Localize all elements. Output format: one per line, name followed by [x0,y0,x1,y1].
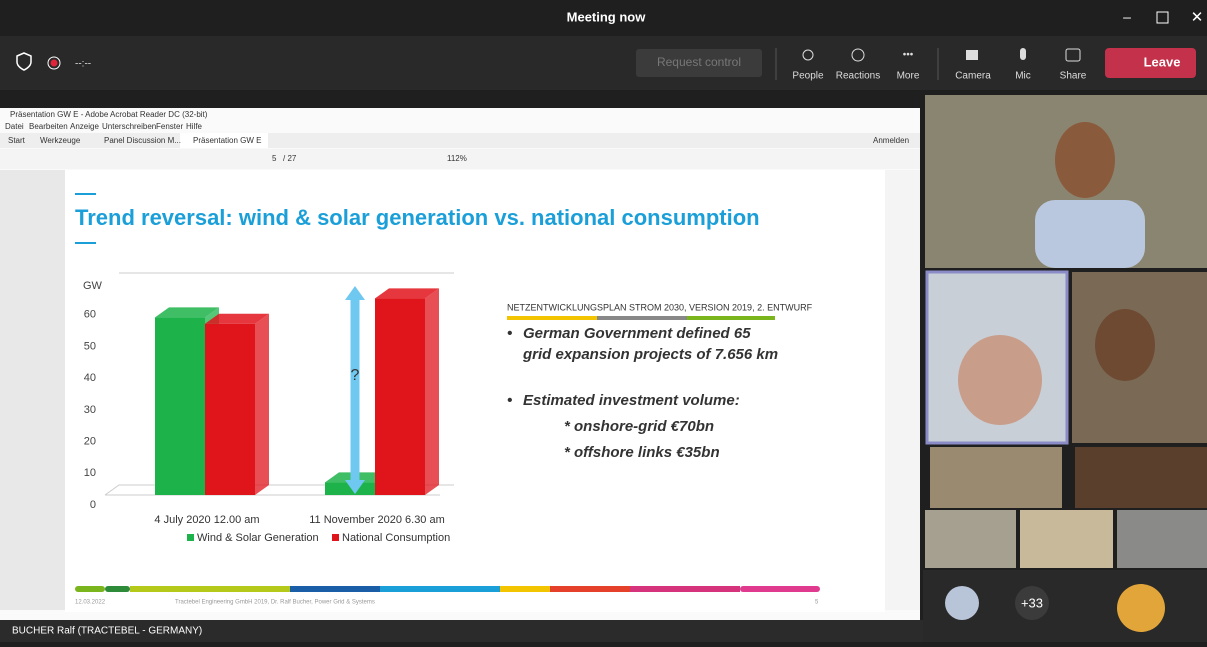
record-dot [51,60,58,67]
minimize[interactable]: – [1123,9,1131,25]
toolbar [0,36,1207,90]
bar-side [255,314,269,495]
video-tile [1020,510,1113,568]
page-number[interactable]: 5 [272,154,277,163]
stripe [507,316,597,320]
video-grid: +33 [923,95,1207,642]
footer-credit: Tractebel Engineering GmbH 2019, Dr. Ral… [175,600,375,606]
y-tick-label: 0 [90,499,96,511]
page: Meeting now – ✕ --:-- Request control Pe… [0,0,1207,642]
legend-label: National Consumption [342,532,450,544]
participant-face [1095,309,1155,381]
video-tile [925,510,1016,568]
camera-button[interactable]: Camera [955,71,991,82]
bar [155,317,205,495]
menu-item[interactable]: Unterschreiben [102,122,156,131]
legend-swatch [187,534,194,541]
mic-icon [1020,48,1026,60]
participant-face [1055,122,1115,198]
legend-swatch [332,534,339,541]
y-tick-label: 40 [84,372,96,384]
more-icon: ••• [903,50,914,61]
footer-stripe [75,586,820,592]
presenter-name: BUCHER Ralf (TRACTEBEL - GERMANY) [12,626,202,637]
tab[interactable]: Start [8,136,26,145]
avatar[interactable] [945,586,979,620]
bar [205,324,255,495]
tab[interactable]: Panel Discussion M... [104,136,181,145]
share-button[interactable]: Share [1060,71,1087,82]
more-participants: +33 [1021,595,1043,610]
leave-label: Leave [1144,54,1181,69]
sub-bullet: * onshore-grid €70bn [564,418,714,435]
menu-item[interactable]: Anzeige [70,122,99,131]
tab[interactable]: Werkzeuge [40,136,81,145]
source: NETZENTWICKLUNGSPLAN STROM 2030, VERSION… [507,302,813,312]
camera-icon [966,50,978,60]
y-tick-label: 20 [84,435,96,447]
request-control-label: Request control [657,55,741,69]
menu-item[interactable]: Fenster [156,122,183,131]
mic-button[interactable]: Mic [1015,71,1031,82]
y-tick-label: 50 [84,340,96,352]
legend-label: Wind & Solar Generation [197,532,319,544]
menu-bar: Datei Bearbeiten Anzeige Unterschreiben … [5,122,203,131]
right-tool-pane [885,170,920,610]
x-tick-label: 4 July 2020 12.00 am [154,514,259,526]
bullet: • [507,325,512,342]
stripe [597,316,687,320]
participant-face [958,335,1042,425]
reactions-button[interactable]: Reactions [836,71,880,82]
y-tick-label: 60 [84,309,96,321]
bullet-text: German Government defined 65 [523,325,751,342]
more-button[interactable]: More [897,71,920,82]
bar-side [425,288,439,495]
y-tick-label: 30 [84,404,96,416]
menu-item[interactable]: Hilfe [186,122,203,131]
annotation: ? [351,367,360,384]
screen: Meeting now – ✕ --:-- Request control Pe… [0,0,1207,642]
participant-body [1035,200,1145,268]
video-tile [1117,510,1207,568]
stripe [687,316,775,320]
sub-bullet: * offshore links €35bn [564,444,720,461]
avatar[interactable] [1117,584,1165,632]
sign-in[interactable]: Anmelden [873,136,909,145]
footer-date: 12.03.2022 [75,600,106,606]
acrobat-title: Präsentation GW E - Adobe Acrobat Reader… [10,110,208,119]
left-margin [0,170,65,610]
tab[interactable]: Präsentation GW E [193,136,261,145]
zoom[interactable]: 112% [447,154,467,163]
page-total: / 27 [283,154,297,163]
menu-item[interactable]: Bearbeiten [29,122,68,131]
bullet-text: Estimated investment volume: [523,392,740,409]
bar [375,298,425,495]
timer: --:-- [75,59,91,70]
x-tick-label: 11 November 2020 6.30 am [309,514,445,526]
people-button[interactable]: People [792,71,824,82]
menu-item[interactable]: Datei [5,122,24,131]
close[interactable]: ✕ [1191,9,1204,26]
y-unit: GW [83,280,103,292]
bullet-text: grid expansion projects of 7.656 km [522,346,778,363]
window-title: Meeting now [567,9,647,24]
slide-title: Trend reversal: wind & solar generation … [75,205,760,230]
bullet: • [507,392,512,409]
video-tile [1075,447,1207,508]
video-tile [930,447,1062,508]
y-tick-label: 10 [84,467,96,479]
